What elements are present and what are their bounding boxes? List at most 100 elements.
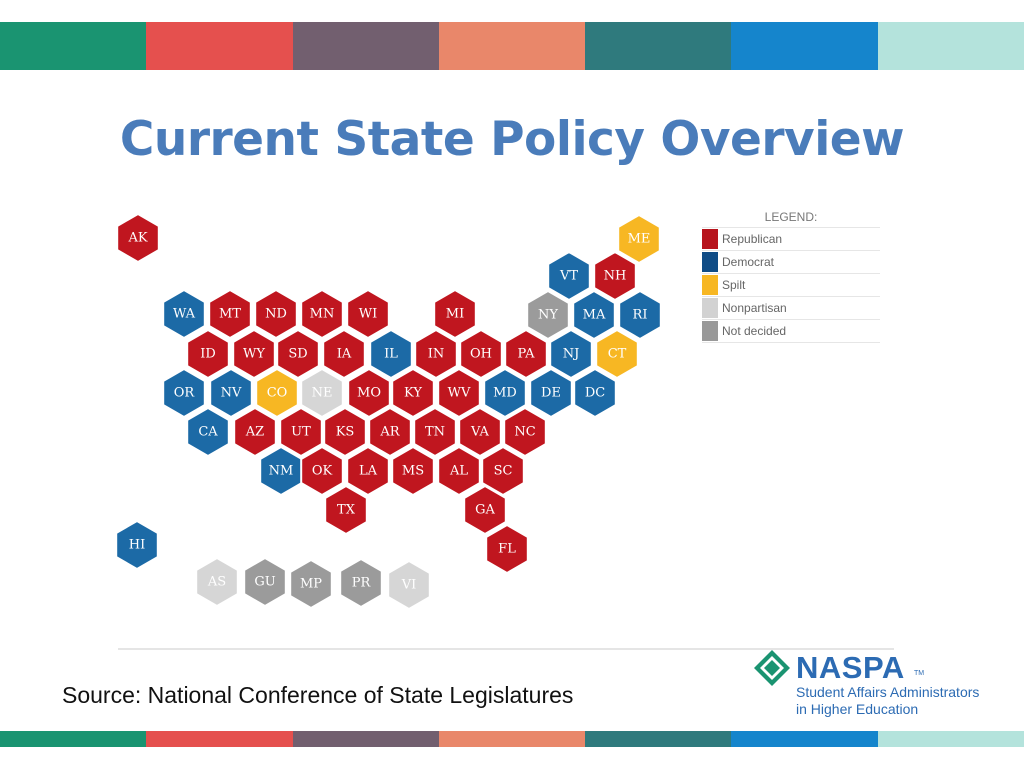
state-hex-shape (279, 406, 323, 458)
state-hex-shape (233, 406, 277, 458)
state-hex-label: KY (404, 386, 422, 401)
state-hex-ms: MS (391, 445, 435, 497)
state-hex-dc: DC (573, 367, 617, 419)
stripe-segment (438, 731, 586, 747)
state-hex-label: TN (425, 425, 445, 440)
state-hex-in: IN (414, 328, 458, 380)
state-hex-de: DE (529, 367, 573, 419)
state-hex-la: LA (346, 445, 390, 497)
state-hex-shape (300, 445, 344, 497)
state-hex-label: VA (470, 425, 490, 440)
logo-tagline: Student Affairs Administrators in Higher… (796, 684, 979, 718)
state-hex-shape (459, 328, 503, 380)
state-hex-shape (116, 212, 160, 264)
state-hex-label: AR (379, 425, 400, 440)
state-hex-mi: MI (433, 288, 477, 340)
state-hex-md: MD (483, 367, 527, 419)
state-hex-label: OH (470, 347, 492, 362)
state-hex-shape (255, 367, 299, 419)
state-hex-sc: SC (481, 445, 525, 497)
state-hex-label: ME (628, 232, 651, 247)
state-hex-shape (276, 328, 320, 380)
state-hex-label: NC (514, 425, 535, 440)
state-hex-shape (414, 328, 458, 380)
state-hex-label: NJ (563, 347, 580, 362)
state-hex-shape (324, 484, 368, 536)
state-hex-shape (387, 559, 431, 611)
state-hex-label: ID (200, 347, 216, 362)
state-hex-shape (572, 289, 616, 341)
state-hex-label: NV (221, 386, 242, 401)
state-hex-label: WV (448, 386, 471, 401)
state-hex-label: HI (129, 538, 145, 553)
stripe-segment (877, 22, 1024, 70)
state-hex-ak: AK (116, 212, 160, 264)
state-hex-shape (232, 328, 276, 380)
legend-item: Democrat (702, 250, 880, 273)
state-hex-shape (209, 367, 253, 419)
state-hex-shape (437, 367, 481, 419)
legend-item: Spilt (702, 273, 880, 296)
state-hex-tx: TX (324, 484, 368, 536)
state-hex-shape (323, 406, 367, 458)
state-hex-label: MP (300, 577, 322, 592)
state-hex-label: SD (288, 347, 307, 362)
state-hex-label: KS (336, 425, 355, 440)
state-hex-label: VI (401, 578, 417, 593)
state-hex-shape (529, 367, 573, 419)
state-hex-label: OR (174, 386, 196, 401)
stripe-segment (146, 22, 293, 70)
state-hex-va: VA (458, 406, 502, 458)
state-hex-label: MT (219, 307, 241, 322)
state-hex-label: CO (267, 386, 288, 401)
stripe-segment (877, 731, 1024, 747)
naspa-logo: NASPA TM Student Affairs Administrators … (752, 648, 1012, 720)
state-hex-as: AS (195, 556, 239, 608)
state-hex-nd: ND (254, 288, 298, 340)
state-hex-vi: VI (387, 559, 431, 611)
state-hex-ia: IA (322, 328, 366, 380)
stripe-segment (438, 22, 586, 70)
logo-trademark: TM (914, 670, 925, 677)
state-hex-label: IL (384, 347, 398, 362)
state-hex-label: OK (312, 464, 333, 479)
state-hex-shape (618, 289, 662, 341)
state-hex-label: DC (585, 386, 605, 401)
state-hex-label: WY (243, 347, 265, 362)
state-hex-shape (595, 328, 639, 380)
state-hex-mp: MP (289, 558, 333, 610)
state-hex-fl: FL (485, 523, 529, 575)
state-hex-shape (433, 288, 477, 340)
state-hex-vt: VT (547, 250, 591, 302)
state-hex-ky: KY (391, 367, 435, 419)
state-hex-label: MI (446, 307, 464, 322)
state-hex-label: GU (254, 575, 275, 590)
legend-title: LEGEND: (764, 210, 818, 224)
state-hex-shape (485, 523, 529, 575)
state-hex-shape (186, 328, 230, 380)
stripe-segment (292, 731, 439, 747)
state-hex-ct: CT (595, 328, 639, 380)
stripe-segment (731, 22, 878, 70)
state-hex-shape (346, 445, 390, 497)
state-hex-ar: AR (368, 406, 412, 458)
state-hex-shape (115, 519, 159, 571)
state-hex-me: ME (617, 213, 661, 265)
state-hex-shape (300, 288, 344, 340)
state-hex-label: WI (359, 307, 378, 322)
state-hex-ne: NE (300, 367, 344, 419)
bottom-color-stripe (0, 731, 1024, 747)
state-hex-shape (593, 250, 637, 302)
state-hex-label: ND (265, 307, 287, 322)
state-hex-ok: OK (300, 445, 344, 497)
logo-name: NASPA (796, 650, 905, 685)
state-hex-label: AZ (245, 425, 264, 440)
legend-swatch (702, 275, 718, 295)
state-hex-label: CA (198, 425, 218, 440)
state-hex-label: GA (475, 503, 495, 518)
stripe-segment (585, 22, 732, 70)
state-hex-shape (186, 406, 230, 458)
state-hex-ks: KS (323, 406, 367, 458)
state-hex-label: NM (269, 464, 294, 479)
